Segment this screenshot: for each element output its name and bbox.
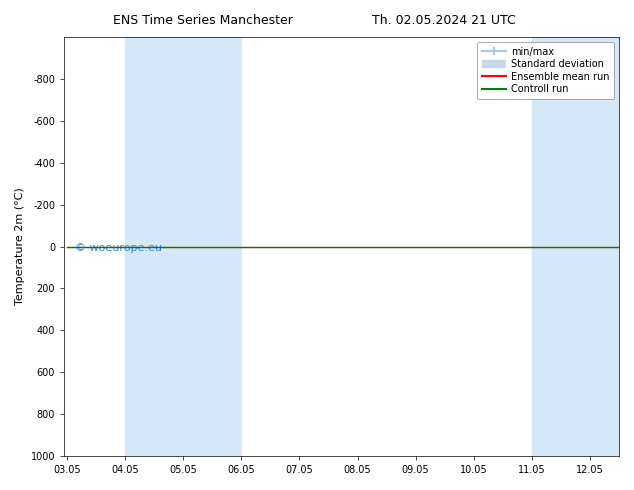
- Bar: [532, 37, 590, 456]
- Legend: min/max, Standard deviation, Ensemble mean run, Controll run: min/max, Standard deviation, Ensemble me…: [477, 42, 614, 99]
- Bar: [183, 37, 242, 456]
- Text: ENS Time Series Manchester: ENS Time Series Manchester: [113, 14, 293, 27]
- Y-axis label: Temperature 2m (°C): Temperature 2m (°C): [15, 188, 25, 305]
- Text: © woeurope.eu: © woeurope.eu: [75, 243, 162, 253]
- Text: Th. 02.05.2024 21 UTC: Th. 02.05.2024 21 UTC: [372, 14, 515, 27]
- Bar: [125, 37, 183, 456]
- Bar: [590, 37, 619, 456]
